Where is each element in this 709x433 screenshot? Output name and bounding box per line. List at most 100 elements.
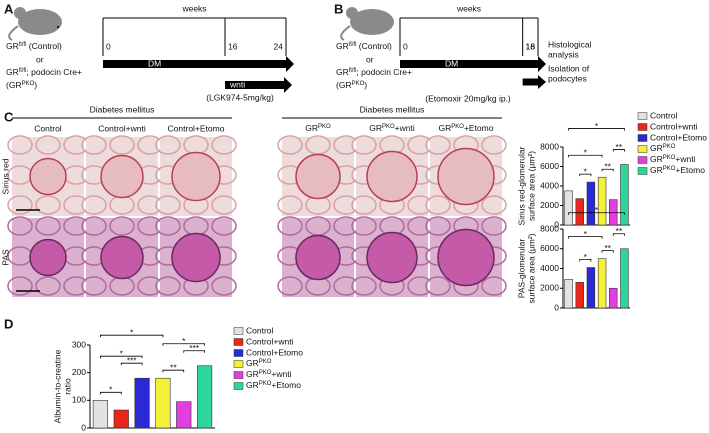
significance-bracket [568,154,603,158]
tubule [351,195,377,215]
y-axis-label: surface area (μm²) [526,233,536,303]
text-part: GR [6,67,19,77]
tubule [351,276,377,296]
y-tick-label: 0 [554,302,559,312]
significance-label: ** [604,243,611,253]
bar [575,198,584,226]
tubule [277,216,303,236]
text-part: (Control) [26,41,62,51]
significance-label: * [182,336,186,346]
timeline-title: weeks [181,3,206,13]
y-axis-label: PAS-glomerular [516,239,526,299]
tubule [481,135,507,155]
tubule [481,276,507,296]
legend-label: Control+wnti [246,336,294,346]
significance-label: ** [616,142,623,152]
genotype-text: (GRPKO) [6,80,37,90]
micrograph [277,216,359,297]
legend-swatch [233,338,244,346]
glomerulus [29,238,67,277]
tubule [7,276,33,296]
tubule [211,276,237,296]
dm-arrow [400,56,546,72]
significance-bracket [579,259,592,262]
superscript: fl/fl [19,42,27,48]
tubule [7,195,33,215]
superscript: PKO [663,155,676,161]
superscript: fl/fl [19,68,27,74]
column-label: GRPKO+wnti [369,123,415,133]
superscript: PKO [259,381,272,387]
bar [575,282,584,309]
tubule [481,216,507,236]
column-label: Control [34,123,62,133]
tubule [155,216,181,236]
treatment-note: (Etomoxir 20mg/kg ip.) [425,93,511,103]
legend-swatch [637,112,648,120]
dm-label: DM [148,58,161,68]
panel-label: A [4,1,14,16]
tubule [35,216,61,236]
tubule [277,135,303,155]
panel-label: D [4,316,13,331]
timeline-title: weeks [456,3,481,13]
mouse-icon [8,7,62,41]
treatment-arrow [225,77,292,93]
glomerulus [100,154,144,199]
glomerulus [437,228,495,287]
legend-label: GRPKO+wnti [246,369,292,379]
text-part: +Etomo [464,123,494,133]
outcome-text: podocytes [548,73,587,83]
significance-bracket [568,212,625,215]
legend-swatch [637,156,648,164]
y-tick-label: 2000 [540,283,559,293]
text-part: GR [246,358,259,368]
y-axis-label: Albumin-to-creatine [52,349,62,423]
text-part: (Control) [356,41,392,51]
glomerulus [100,235,144,280]
glomerulus [295,153,341,200]
legend-label: Control [650,110,678,120]
text-part: GR [336,67,349,77]
bar [134,377,150,429]
genotype-text: GRfl/fl; podocin Cre+ [6,67,82,77]
text-part: +Etomo [675,165,705,175]
bar [620,164,629,226]
bar [609,199,618,226]
tubule [155,195,181,215]
bar [564,279,573,309]
significance-bracket [183,350,205,353]
legend-swatch [233,327,244,335]
bar [92,400,109,429]
bar [609,287,618,309]
column-label: GRPKO+Etomo [439,123,494,133]
y-tick-label: 100 [72,395,86,405]
significance-label: *** [189,343,200,353]
micrograph [277,135,359,216]
text-part: GR [650,143,663,153]
tubule [481,195,507,215]
y-tick-label: 0 [554,219,559,229]
significance-bracket [601,250,614,253]
dm-arrow [103,56,294,72]
legend-label: GRPKO [650,143,676,153]
bar [620,248,629,309]
y-tick-label: 300 [72,339,86,349]
legend-swatch [637,134,648,142]
glomerulus [171,232,221,283]
tubule [277,195,303,215]
tubule [425,135,451,155]
bar [196,365,213,429]
genotype-text: GRfl/fl (Control) [6,41,62,51]
text-part: GR [650,165,663,175]
text-part: ) [364,80,367,90]
legend-label: Control+Etomo [246,347,303,357]
text-part: +wnti [271,369,291,379]
glomerulus [366,150,418,203]
y-tick-label: 200 [72,367,86,377]
text-part: ; podocin Cre+ [26,67,82,77]
significance-bracket [612,233,625,236]
tubule [7,216,33,236]
y-axis-label: ratio [62,378,72,395]
row-label: Sirius red [0,158,10,194]
